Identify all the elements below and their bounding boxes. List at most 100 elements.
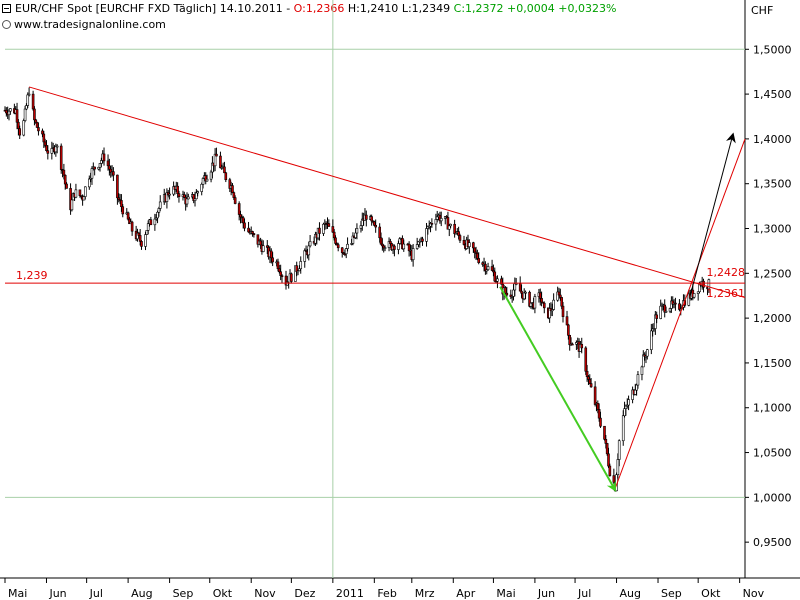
candle-body: [520, 290, 523, 294]
candle-body: [42, 133, 46, 143]
candle-body: [100, 160, 103, 164]
candle-body: [223, 166, 226, 174]
candle-body: [344, 248, 348, 255]
y-tick-label: 1,5000: [753, 43, 792, 56]
candle-body: [201, 178, 205, 185]
x-tick-label: Mai: [8, 587, 27, 600]
candle-body: [224, 172, 228, 181]
x-tick-label: Okt: [213, 587, 233, 600]
candle-body: [116, 174, 119, 199]
candle-body: [74, 189, 78, 198]
candle-body: [559, 294, 562, 298]
candle-body: [603, 425, 606, 440]
candle-body: [63, 174, 67, 185]
candle-body: [280, 275, 284, 277]
candle-body: [373, 221, 376, 226]
candle-body: [624, 405, 628, 409]
candle-body: [407, 243, 411, 252]
collapse-icon[interactable]: [2, 4, 11, 13]
candle-body: [187, 196, 190, 200]
candle-body: [664, 310, 668, 313]
candle-body: [589, 383, 593, 388]
y-tick-label: 1,2500: [753, 267, 792, 280]
candle-body: [446, 217, 450, 230]
candle-body: [45, 145, 48, 151]
candle-body: [486, 266, 490, 270]
candle-body: [458, 235, 462, 241]
candle-body: [318, 227, 321, 234]
candle-body: [484, 263, 487, 272]
candle-body: [149, 219, 153, 226]
candle-body: [505, 292, 509, 296]
candle-body: [278, 268, 281, 273]
x-tick-label: Aug: [620, 587, 641, 600]
candle-body: [642, 354, 645, 368]
candle-body: [599, 417, 602, 427]
candle-body: [308, 241, 312, 247]
candle-body: [346, 243, 349, 249]
candle-body: [655, 314, 658, 319]
x-tick-label: Mai: [496, 587, 515, 600]
candle-body: [295, 265, 299, 273]
close-value: C:1,2372: [453, 2, 504, 15]
candle-body: [580, 344, 584, 349]
candle-body: [604, 438, 608, 444]
instrument-header: EUR/CHF Spot [EURCHF FXD Täglich] 14.10.…: [2, 2, 616, 15]
candle-body: [144, 234, 147, 247]
candle-body: [108, 165, 111, 170]
candle-body: [439, 218, 443, 222]
y-tick-label: 1,2000: [753, 312, 792, 325]
price-annotation: 1,2428: [707, 266, 746, 279]
candle-body: [22, 120, 26, 136]
candle-body: [233, 197, 237, 204]
candle-body: [702, 280, 705, 288]
x-tick-label: Mrz: [415, 587, 435, 600]
candle-body: [415, 244, 419, 249]
candle-body: [528, 291, 531, 307]
candle-body: [269, 250, 273, 259]
website-line: www.tradesignalonline.com: [2, 18, 166, 31]
candle-body: [473, 247, 476, 253]
candle-body: [533, 296, 537, 309]
price-annotation: 1,2361: [707, 287, 746, 300]
candle-body: [25, 105, 28, 110]
candle-body: [62, 169, 66, 176]
candle-body: [674, 302, 677, 305]
candle-body: [70, 199, 74, 211]
candle-body: [261, 245, 265, 252]
candle-body: [17, 121, 20, 129]
candle-body: [153, 218, 157, 226]
candle-body: [145, 230, 149, 235]
candle-body: [65, 183, 68, 189]
candle-body: [557, 291, 561, 296]
candle-body: [137, 232, 141, 236]
low-value: L:1,2349: [401, 2, 451, 15]
support-label: 1,239: [16, 269, 48, 282]
candle-body: [303, 250, 307, 262]
candle-body: [493, 271, 497, 282]
candle-body: [219, 155, 222, 169]
quote-date: 14.10.2011: [219, 2, 283, 15]
radio-icon[interactable]: [2, 20, 11, 29]
candle-body: [605, 443, 609, 455]
candle-body: [215, 153, 218, 157]
candle-body: [120, 200, 123, 208]
candle-body: [213, 153, 217, 167]
x-tick-label: Sep: [173, 587, 194, 600]
candle-body: [596, 403, 600, 410]
candle-body: [383, 247, 387, 249]
candle-body: [177, 193, 181, 198]
candle-body: [522, 292, 526, 300]
candle-body: [26, 94, 30, 106]
candle-body: [259, 240, 262, 246]
candle-body: [130, 221, 134, 232]
candle-body: [449, 223, 452, 227]
candle-body: [252, 233, 256, 236]
candle-body: [156, 211, 159, 219]
candle-body: [43, 141, 47, 146]
high-value: H:1,2410: [347, 2, 399, 15]
currency-label: CHF: [751, 4, 773, 17]
candle-body: [205, 178, 209, 182]
candle-body: [389, 241, 392, 244]
candle-body: [707, 279, 711, 290]
